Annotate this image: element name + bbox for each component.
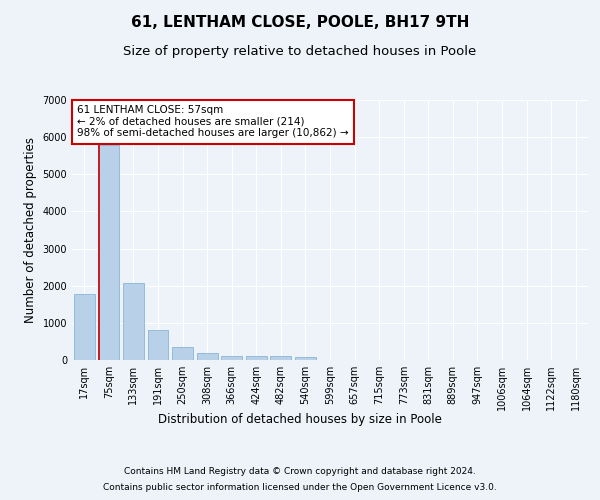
Bar — [74, 294, 95, 360]
Bar — [295, 357, 316, 360]
Bar — [98, 146, 119, 360]
Text: 61 LENTHAM CLOSE: 57sqm
← 2% of detached houses are smaller (214)
98% of semi-de: 61 LENTHAM CLOSE: 57sqm ← 2% of detached… — [77, 105, 349, 138]
Bar — [221, 356, 242, 360]
Text: Contains public sector information licensed under the Open Government Licence v3: Contains public sector information licen… — [103, 482, 497, 492]
Text: Size of property relative to detached houses in Poole: Size of property relative to detached ho… — [124, 45, 476, 58]
Text: Contains HM Land Registry data © Crown copyright and database right 2024.: Contains HM Land Registry data © Crown c… — [124, 468, 476, 476]
Bar — [271, 356, 292, 360]
Bar — [123, 284, 144, 360]
Text: 61, LENTHAM CLOSE, POOLE, BH17 9TH: 61, LENTHAM CLOSE, POOLE, BH17 9TH — [131, 15, 469, 30]
Text: Distribution of detached houses by size in Poole: Distribution of detached houses by size … — [158, 412, 442, 426]
Y-axis label: Number of detached properties: Number of detached properties — [24, 137, 37, 323]
Bar — [246, 356, 267, 360]
Bar — [172, 348, 193, 360]
Bar — [148, 330, 169, 360]
Bar — [197, 353, 218, 360]
